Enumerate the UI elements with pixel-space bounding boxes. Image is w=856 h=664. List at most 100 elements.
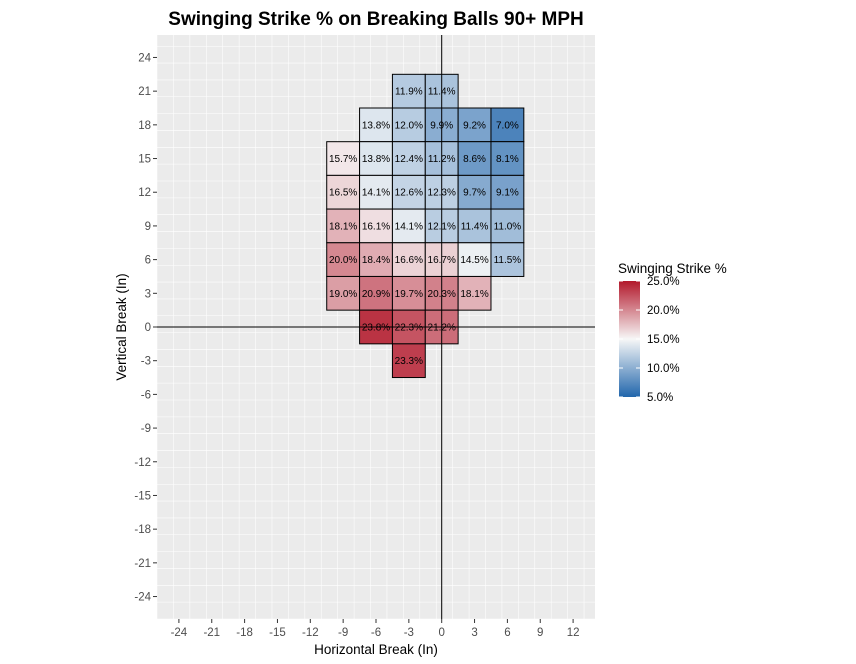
x-tick-label: 6 [504,627,510,639]
cell-value-label: 12.3% [428,188,456,199]
x-tick-label: 9 [537,627,543,639]
y-tick-label: -24 [134,592,151,604]
cell-value-label: 8.1% [496,154,519,165]
cell-value-label: 18.1% [329,221,357,232]
cell-value-label: 13.8% [362,120,390,131]
y-tick-label: -21 [134,558,151,570]
heatmap-cell [359,208,393,244]
legend-tick-label: 15.0% [647,334,680,346]
legend-title: Swinging Strike % [618,261,727,276]
cell-value-label: 11.9% [395,87,423,98]
heatmap-cell [326,174,361,210]
cell-value-label: 11.5% [494,255,522,266]
cell-value-label: 11.4% [428,87,456,98]
y-tick-label: 12 [138,187,151,199]
color-legend: Swinging Strike % 25.0% 20.0% 15.0% 10.0% 5.… [618,261,727,404]
cell-value-label: 9.1% [496,188,519,199]
cell-value-label: 12.6% [395,188,423,199]
x-tick-label: -6 [371,627,381,639]
heatmap-cell [391,343,426,379]
y-tick-label: -15 [134,490,151,502]
chart-title: Swinging Strike % on Breaking Balls 90+ … [168,9,583,30]
y-tick-label: -12 [134,457,151,469]
cell-value-label: 13.8% [362,154,390,165]
cell-value-label: 16.5% [329,188,357,199]
heatmap-cell [391,73,426,109]
x-axis-ticks: -24 -21 -18 -15 -12 -9 -6 -3 0 3 6 9 12 [171,619,580,639]
x-tick-label: -18 [236,627,253,639]
legend-colorbar [619,281,640,397]
legend-tick-label: 5.0% [647,392,673,404]
cell-value-label: 9.9% [430,120,453,131]
cell-value-label: 18.1% [460,289,488,300]
x-axis-label: Horizontal Break (In) [314,642,438,657]
cell-value-label: 14.1% [362,188,390,199]
y-tick-label: 18 [138,120,151,132]
cell-value-label: 11.4% [461,221,489,232]
cell-value-label: 8.6% [463,154,486,165]
heatmap-cell [326,141,361,176]
cell-value-label: 20.3% [428,289,456,300]
y-tick-label: -9 [141,423,151,435]
cell-value-label: 12.1% [428,221,456,232]
cell-value-label: 16.6% [395,255,423,266]
cell-value-label: 12.0% [395,120,423,131]
cell-value-label: 23.8% [362,323,390,334]
heatmap-cell [457,107,492,143]
cell-value-label: 22.3% [395,323,423,334]
cell-value-label: 11.2% [428,154,456,165]
heatmap-cell [490,242,525,277]
cell-value-label: 14.1% [395,221,423,232]
heatmap-cell [391,107,426,143]
y-tick-label: 21 [138,86,151,98]
y-tick-label: 3 [145,288,151,300]
heatmap-cell [457,275,492,311]
cell-value-label: 20.0% [329,255,357,266]
cell-value-label: 9.2% [463,120,486,131]
x-tick-label: -15 [269,627,286,639]
heatmap-cell [391,208,426,244]
cell-value-label: 11.0% [494,221,522,232]
heatmap-cell [457,242,492,277]
x-tick-label: 12 [567,627,580,639]
cell-value-label: 18.4% [362,255,390,266]
y-tick-label: -18 [134,524,151,536]
legend-tick-label: 10.0% [647,363,680,375]
heatmap-cell [359,275,393,311]
cell-value-label: 19.7% [395,289,423,300]
x-tick-label: -21 [203,627,220,639]
cell-value-label: 12.4% [395,154,423,165]
heatmap-cell [359,242,393,277]
legend-tick-label: 25.0% [647,276,680,288]
y-axis-ticks: 24 21 18 15 12 9 6 3 0 -3 -6 -9 -12 -15 -18 -21 -24 [134,52,157,604]
y-axis-label: Vertical Break (In) [114,273,129,380]
cell-value-label: 16.1% [362,221,390,232]
y-tick-label: -6 [141,389,151,401]
cell-value-label: 21.2% [428,323,456,334]
x-tick-label: -24 [171,627,188,639]
cell-value-label: 9.7% [463,188,486,199]
y-tick-label: 24 [138,52,151,64]
legend-tick-label: 20.0% [647,305,680,317]
heatmap-cell [391,275,426,311]
cell-value-label: 23.3% [395,356,423,367]
x-tick-label: 0 [438,627,444,639]
heatmap-cell [457,141,492,176]
y-tick-label: 15 [138,154,151,166]
x-tick-label: -9 [338,627,348,639]
x-tick-label: 3 [471,627,477,639]
x-tick-label: -12 [302,627,319,639]
cell-value-label: 16.7% [428,255,456,266]
y-tick-label: -3 [141,356,151,368]
cell-value-label: 19.0% [329,289,357,300]
heatmap-cells: 11.9% 11.4% 13.8% 12.0% 9.9% 9.2% 7.0% 15.7% 13.… [157,35,595,619]
heatmap-cell [391,174,426,210]
cell-value-label: 14.5% [460,255,488,266]
y-tick-label: 6 [145,255,151,267]
y-tick-label: 0 [145,322,151,334]
heatmap-cell [326,275,361,311]
x-tick-label: -3 [404,627,414,639]
heatmap-cell [490,107,525,143]
cell-value-label: 15.7% [329,154,357,165]
